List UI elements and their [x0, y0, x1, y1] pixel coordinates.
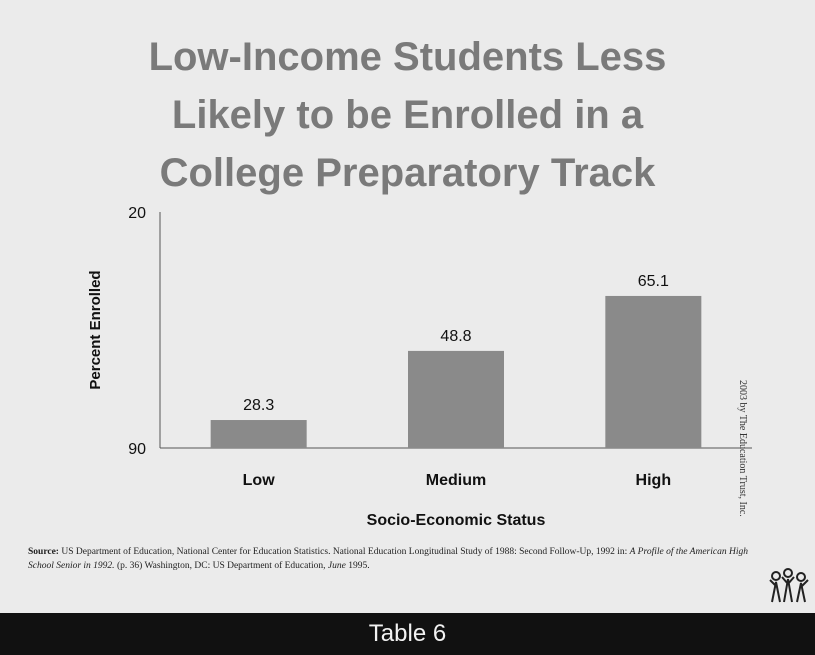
- source-text-3: 1995.: [346, 561, 370, 571]
- y-tick-label: 90: [128, 441, 146, 458]
- x-tick-label: Low: [243, 472, 276, 489]
- source-citation: Source: US Department of Education, Nati…: [28, 545, 748, 573]
- source-text-1: US Department of Education, National Cen…: [59, 547, 630, 557]
- title-line-1: Low-Income Students Less: [20, 28, 795, 86]
- bar-medium: [408, 351, 504, 448]
- x-tick-label: High: [636, 472, 672, 489]
- data-label: 28.3: [243, 397, 274, 414]
- x-tick-label: Medium: [426, 472, 486, 489]
- source-label: Source:: [28, 547, 59, 557]
- source-text-2: (p. 36) Washington, DC: US Department of…: [115, 561, 328, 571]
- slide-title: Low-Income Students Less Likely to be En…: [20, 28, 795, 202]
- copyright-notice: 2003 by The Education Trust, Inc.: [737, 380, 748, 517]
- source-month: June: [328, 561, 346, 571]
- plot-area: 90 20 Percent Enrolled 28.3 Low 48.8 Medium 65.…: [87, 205, 752, 529]
- x-axis-title: Socio-Economic Status: [367, 512, 546, 529]
- y-axis-title: Percent Enrolled: [87, 270, 104, 389]
- title-line-2: Likely to be Enrolled in a: [20, 86, 795, 144]
- education-trust-logo: [766, 568, 812, 604]
- bar-low: [211, 420, 307, 448]
- bar-high: [605, 296, 701, 448]
- y-tick-label: 20: [128, 205, 146, 222]
- bar-chart: 90 20 Percent Enrolled 28.3 Low 48.8 Medium 65.…: [0, 190, 815, 535]
- slide: Low-Income Students Less Likely to be En…: [0, 0, 815, 613]
- data-label: 65.1: [638, 273, 669, 290]
- footer-caption: Table 6: [0, 613, 815, 655]
- data-label: 48.8: [440, 328, 471, 345]
